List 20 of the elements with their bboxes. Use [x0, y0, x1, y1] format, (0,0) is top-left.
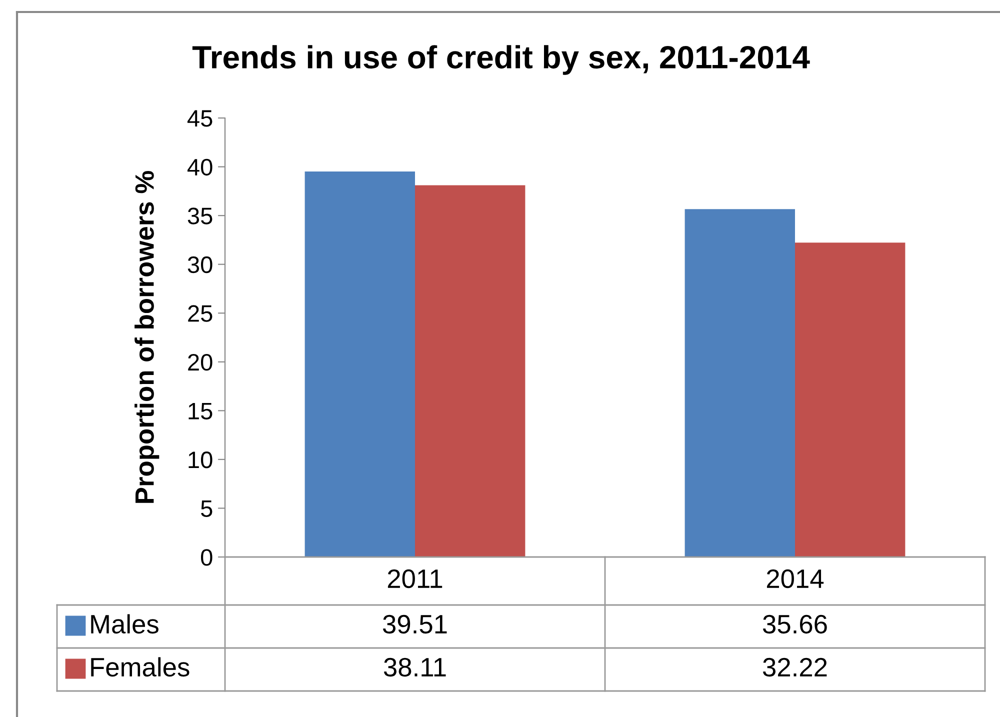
data-label: 32.22	[762, 658, 827, 677]
y-tick-label: 5	[201, 500, 212, 518]
data-label: 39.51	[382, 614, 447, 634]
y-tick-label: 45	[187, 110, 212, 127]
y-tick-label: 35	[188, 208, 212, 224]
chart-title: Trends in use of credit by sex, 2011-2014	[192, 45, 810, 75]
y-axis-title: Proportion of borrowers %	[134, 171, 160, 503]
y-tick-label: 10	[188, 452, 212, 468]
y-tick-label: 40	[187, 158, 212, 176]
y-tick-label: 15	[188, 402, 212, 420]
x-tick-label: 2014	[766, 569, 824, 588]
y-tick-label: 20	[188, 354, 212, 371]
y-tick-label: 30	[188, 256, 212, 274]
y-tick-label: 0	[200, 549, 212, 566]
legend-label: Females	[91, 657, 190, 677]
data-label: 38.11	[384, 658, 446, 677]
data-label: 35.66	[762, 614, 827, 634]
x-tick-label: 2011	[388, 569, 442, 588]
legend-label: Males	[91, 614, 158, 634]
y-tick-label: 25	[188, 305, 212, 322]
